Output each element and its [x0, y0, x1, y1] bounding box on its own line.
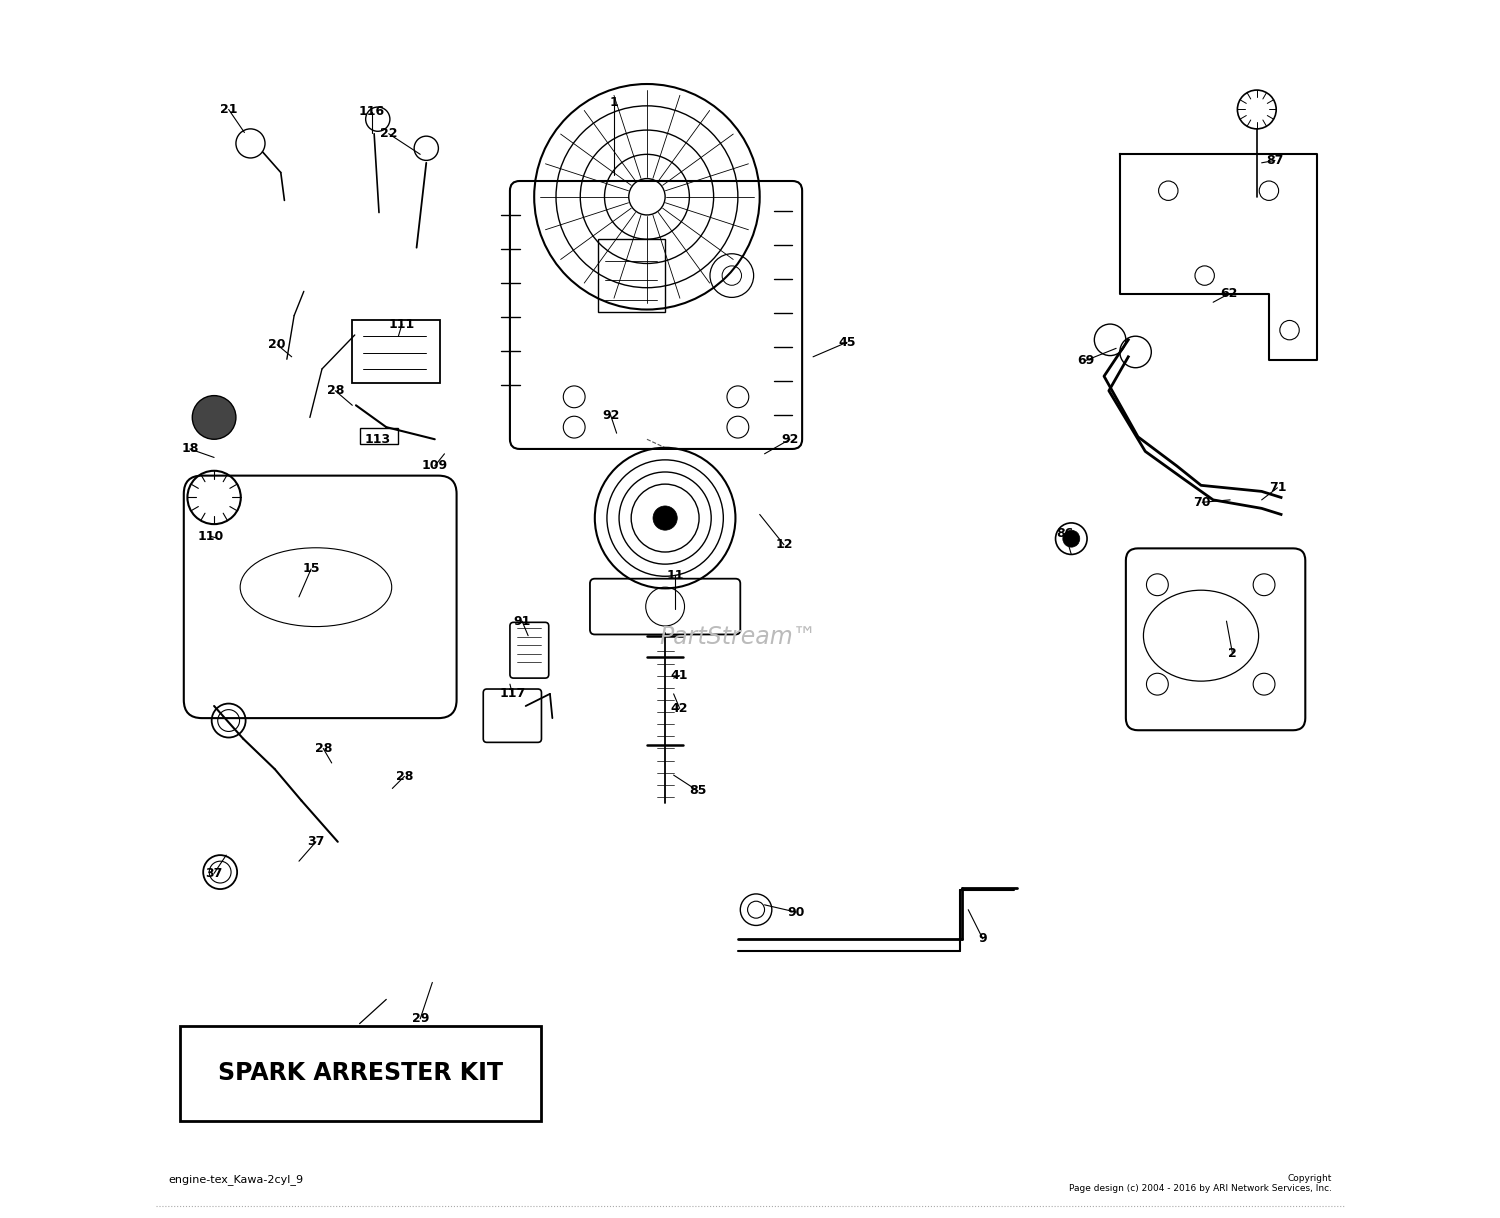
Text: 22: 22: [380, 127, 398, 140]
Text: 90: 90: [788, 906, 806, 918]
Text: 12: 12: [776, 538, 792, 552]
Text: 62: 62: [1220, 287, 1238, 301]
Text: 2: 2: [1228, 647, 1238, 660]
Text: 110: 110: [198, 530, 223, 543]
Text: 87: 87: [1266, 153, 1284, 167]
Bar: [180, 1026, 542, 1121]
Text: 116: 116: [358, 106, 386, 118]
Text: 85: 85: [688, 784, 706, 798]
Text: 28: 28: [327, 384, 344, 397]
Text: 28: 28: [315, 742, 332, 755]
Text: 1: 1: [610, 96, 618, 108]
Text: 45: 45: [839, 336, 855, 348]
Text: 29: 29: [411, 1012, 429, 1026]
Text: PartStream™: PartStream™: [658, 625, 816, 649]
Text: 69: 69: [1077, 354, 1095, 367]
Text: 18: 18: [182, 442, 198, 456]
Text: 92: 92: [602, 408, 619, 421]
Text: 41: 41: [670, 669, 688, 682]
Text: 91: 91: [513, 615, 531, 627]
Text: 11: 11: [666, 569, 684, 581]
Text: 37: 37: [308, 836, 324, 848]
Bar: [598, 239, 664, 312]
Text: 117: 117: [500, 687, 525, 700]
Text: 37: 37: [206, 867, 224, 879]
Circle shape: [192, 396, 236, 440]
Circle shape: [652, 505, 678, 530]
Text: 20: 20: [268, 339, 286, 351]
Text: 111: 111: [388, 318, 416, 330]
Text: 9: 9: [978, 932, 987, 945]
Text: engine-tex_Kawa-2cyl_9: engine-tex_Kawa-2cyl_9: [168, 1174, 303, 1185]
Text: 21: 21: [220, 104, 237, 116]
Text: 15: 15: [303, 563, 320, 575]
Text: 71: 71: [1269, 481, 1286, 495]
Text: 86: 86: [1056, 527, 1074, 541]
Text: 92: 92: [782, 432, 798, 446]
Circle shape: [1064, 530, 1080, 547]
Text: 28: 28: [396, 770, 412, 783]
Text: SPARK ARRESTER KIT: SPARK ARRESTER KIT: [219, 1061, 504, 1085]
Text: 42: 42: [670, 702, 688, 715]
Bar: [360, 429, 399, 445]
Text: 113: 113: [364, 432, 392, 446]
Text: 70: 70: [1194, 496, 1210, 509]
Text: Copyright
Page design (c) 2004 - 2016 by ARI Network Services, Inc.: Copyright Page design (c) 2004 - 2016 by…: [1070, 1174, 1332, 1194]
Text: 109: 109: [422, 459, 448, 473]
